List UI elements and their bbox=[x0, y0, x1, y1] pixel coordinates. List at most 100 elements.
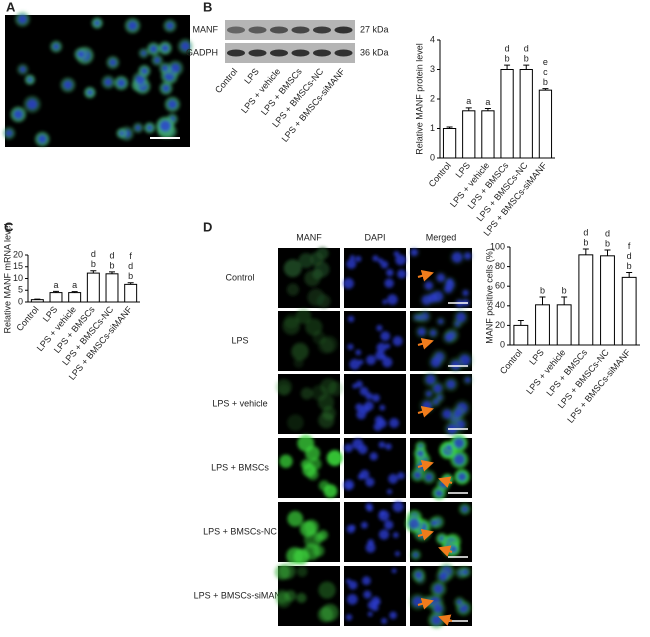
lane-label: Control bbox=[213, 66, 239, 95]
y-tick-label: 4 bbox=[430, 34, 435, 44]
cell-cytoplasm bbox=[318, 412, 334, 428]
cell-nucleus bbox=[94, 20, 100, 26]
cell-nucleus bbox=[384, 279, 393, 288]
cell-nucleus bbox=[362, 576, 371, 585]
cell-nucleus bbox=[20, 67, 26, 73]
cell-nucleus bbox=[171, 64, 180, 73]
cell-nucleus bbox=[162, 45, 169, 52]
cell-nucleus bbox=[395, 255, 406, 266]
cell-cytoplasm bbox=[316, 247, 328, 259]
y-tick-label: 1 bbox=[430, 123, 435, 133]
cell-nucleus bbox=[378, 510, 389, 521]
significance-letter: a bbox=[466, 96, 471, 106]
cell-nucleus bbox=[454, 454, 465, 465]
cell-nucleus bbox=[384, 520, 393, 529]
blot-band bbox=[227, 27, 245, 34]
micrograph bbox=[408, 246, 475, 310]
x-tick-label: Control bbox=[14, 304, 40, 333]
cell-nucleus bbox=[397, 269, 406, 278]
cell-nucleus bbox=[352, 383, 357, 388]
significance-letter: a bbox=[53, 280, 58, 290]
cell-cytoplasm bbox=[276, 592, 291, 607]
cell-nucleus bbox=[426, 375, 436, 385]
cell-cytoplasm bbox=[286, 547, 303, 564]
panel-letter: D bbox=[203, 219, 212, 234]
row-label: Control bbox=[225, 272, 254, 282]
cell-cytoplasm bbox=[279, 384, 291, 396]
cell-cytoplasm bbox=[324, 484, 338, 498]
cell-nucleus bbox=[128, 21, 137, 30]
y-tick-label: 20 bbox=[495, 320, 505, 330]
error-bar bbox=[583, 249, 589, 255]
cell-nucleus bbox=[28, 77, 33, 82]
micrograph bbox=[275, 563, 340, 626]
cell-nucleus bbox=[389, 418, 399, 428]
cell-nucleus bbox=[428, 293, 437, 302]
bar bbox=[601, 256, 615, 345]
blot-band bbox=[335, 50, 353, 57]
cell-nucleus bbox=[392, 568, 397, 573]
cell-nucleus bbox=[425, 281, 433, 289]
cell-nucleus bbox=[457, 472, 466, 481]
cell-nucleus bbox=[355, 256, 361, 262]
bar bbox=[579, 255, 593, 345]
micrograph bbox=[278, 502, 340, 565]
cell-cytoplasm bbox=[287, 511, 303, 527]
cell-nucleus bbox=[346, 614, 352, 620]
cell-nucleus bbox=[367, 539, 374, 546]
error-bar bbox=[561, 297, 567, 305]
cell-cytoplasm bbox=[321, 604, 339, 622]
cell-cytoplasm bbox=[298, 253, 313, 268]
blot-band bbox=[249, 50, 267, 57]
bar bbox=[539, 90, 551, 158]
cell-nucleus bbox=[166, 22, 173, 29]
cell-cytoplasm bbox=[291, 343, 309, 361]
blot-band bbox=[227, 50, 245, 57]
significance-letter: d bbox=[128, 261, 133, 271]
cell-nucleus bbox=[363, 591, 371, 599]
blot-band bbox=[313, 50, 331, 57]
cell-nucleus bbox=[463, 290, 469, 296]
cell-nucleus bbox=[393, 532, 399, 538]
cell-nucleus bbox=[415, 571, 423, 579]
cell-nucleus bbox=[376, 325, 382, 331]
x-tick-label: Control bbox=[427, 160, 453, 189]
cell-cytoplasm bbox=[296, 593, 306, 603]
cell-nucleus bbox=[348, 316, 354, 322]
significance-letter: d bbox=[605, 228, 610, 238]
cell-nucleus bbox=[372, 255, 378, 261]
y-tick-label: 15 bbox=[13, 261, 23, 271]
significance-letter: b bbox=[109, 260, 114, 270]
x-tick-label: LPS bbox=[527, 347, 546, 366]
cell-nucleus bbox=[64, 81, 73, 90]
error-bar bbox=[540, 297, 546, 305]
cell-nucleus bbox=[352, 438, 363, 449]
blot-size: 36 kDa bbox=[360, 47, 389, 57]
bar bbox=[50, 293, 62, 302]
cell-nucleus bbox=[418, 328, 426, 336]
cell-nucleus bbox=[457, 599, 463, 605]
significance-letter: b bbox=[505, 53, 510, 63]
cell-cytoplasm bbox=[320, 378, 337, 395]
bar bbox=[482, 111, 494, 158]
lane-label: LPS bbox=[242, 66, 261, 85]
cell-nucleus bbox=[395, 551, 400, 556]
panel-letter: A bbox=[6, 0, 16, 14]
cell-cytoplasm bbox=[287, 414, 304, 431]
cell-nucleus bbox=[355, 350, 361, 356]
bar bbox=[69, 293, 81, 302]
y-tick-label: 5 bbox=[18, 285, 23, 295]
cell-nucleus bbox=[430, 330, 436, 336]
cell-cytoplasm bbox=[301, 388, 313, 400]
cell-nucleus bbox=[444, 285, 452, 293]
significance-letter: b bbox=[627, 261, 632, 271]
blot-band bbox=[270, 27, 288, 34]
cell-cytoplasm bbox=[300, 521, 316, 537]
significance-letter: d bbox=[91, 249, 96, 259]
cell-nucleus bbox=[431, 615, 441, 625]
significance-letter: d bbox=[524, 43, 529, 53]
cell-nucleus bbox=[380, 331, 390, 341]
y-axis-label: Relative MANF mRNA level bbox=[2, 223, 12, 333]
significance-letter: f bbox=[628, 241, 631, 251]
